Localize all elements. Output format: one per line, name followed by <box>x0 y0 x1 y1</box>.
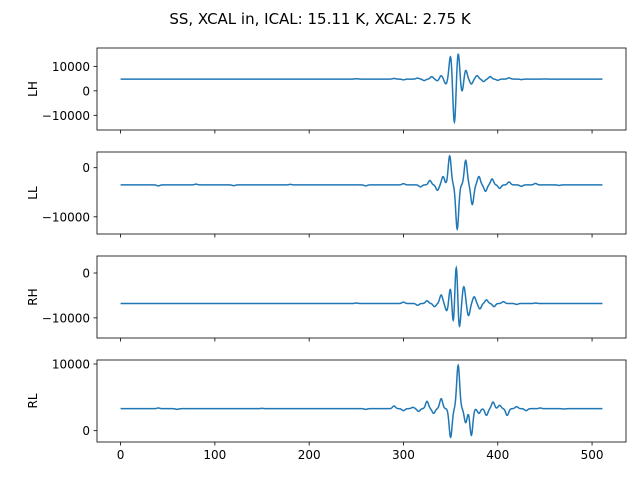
x-tick-label: 200 <box>298 448 321 462</box>
axes-frame <box>96 151 627 235</box>
figure-title: SS, XCAL in, ICAL: 15.11 K, XCAL: 2.75 K <box>169 10 472 28</box>
y-axis-label: RL <box>26 393 40 408</box>
series-line-ll <box>120 154 603 232</box>
y-tick-label: −10000 <box>42 109 90 123</box>
y-axis-label: LH <box>26 81 40 97</box>
series-line-rl <box>120 363 603 439</box>
subplot-rh: −10000 0 RH <box>26 255 627 342</box>
y-tick-label: 0 <box>82 84 90 98</box>
y-axis-label: RH <box>26 288 40 305</box>
axes-frame <box>96 255 627 339</box>
axes-frame <box>96 47 627 131</box>
series-line-lh <box>120 53 603 125</box>
x-tick-label: 400 <box>486 448 509 462</box>
series-line-rh <box>120 265 603 328</box>
y-tick-label: −10000 <box>42 210 90 224</box>
x-tick-label: 500 <box>581 448 604 462</box>
y-tick-label: −10000 <box>42 311 90 325</box>
y-tick-label: 0 <box>82 424 90 438</box>
y-tick-label: 10000 <box>52 358 90 372</box>
y-tick-label: 0 <box>82 267 90 281</box>
subplot-rl: 0 10000 0 100 200 300 400 500 RL <box>26 358 627 462</box>
x-tick-label: 100 <box>203 448 226 462</box>
y-tick-label: 0 <box>82 161 90 175</box>
x-tick-label: 0 <box>117 448 125 462</box>
subplot-ll: −10000 0 LL <box>26 151 627 238</box>
y-tick-label: 10000 <box>52 60 90 74</box>
x-tick-label: 300 <box>392 448 415 462</box>
subplot-lh: −10000 0 10000 LH <box>26 47 627 134</box>
axes-frame <box>96 359 627 443</box>
y-axis-label: LL <box>26 186 40 200</box>
